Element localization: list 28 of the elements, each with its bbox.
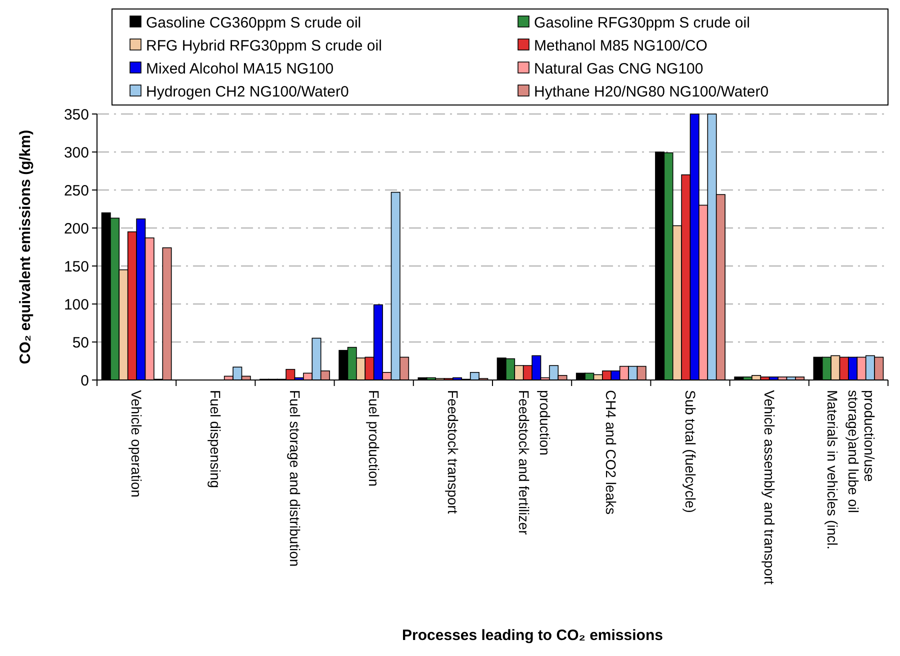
y-tick-label: 250 — [64, 182, 89, 200]
x-tick-label: Fuel production — [366, 390, 382, 487]
legend-label: Methanol M85 NG100/CO — [534, 37, 708, 54]
x-tick-label: Feedstock and fertilizer production — [516, 390, 554, 536]
legend-label: RFG Hybrid RFG30ppm S crude oil — [146, 37, 382, 54]
x-axis-title: Processes leading to CO₂ emissions — [402, 627, 663, 644]
legend-label: Hythane H20/NG80 NG100/Water0 — [534, 83, 769, 100]
x-tick-label: CH4 and CO2 leaks — [603, 390, 620, 515]
y-tick-label: 300 — [64, 144, 89, 162]
x-tick-label: Feedstock transport — [445, 390, 462, 514]
legend-label: Mixed Alcohol MA15 NG100 — [146, 60, 334, 78]
y-tick-label: 0 — [80, 372, 89, 390]
x-tick-label: Vehicle assembly and transport — [761, 390, 778, 585]
y-tick-label: 350 — [64, 106, 89, 124]
legend-label: Natural Gas CNG NG100 — [534, 60, 704, 78]
y-tick-label: 100 — [64, 296, 89, 314]
y-tick-label: 150 — [64, 258, 89, 276]
y-tick-label: 50 — [72, 334, 89, 352]
x-tick-label: Materials in vehicles (incl. storage)and lube oil production/use — [824, 390, 878, 550]
x-tick-label: Vehicle operation — [128, 390, 145, 498]
legend-label: Gasoline RFG30ppm S crude oil — [534, 14, 750, 32]
x-tick-label: Sub total (fuelcycle) — [682, 390, 698, 513]
legend-label: Gasoline CG360ppm S crude oil — [146, 14, 362, 32]
x-tick-label: Fuel dispensing — [208, 390, 224, 488]
legend-label: Hydrogen CH2 NG100/Water0 — [146, 83, 349, 100]
x-tick-label: Fuel storage and distribution — [286, 390, 303, 567]
y-axis-title: CO₂ equivalent emissions (g/km) — [17, 130, 34, 364]
y-tick-label: 200 — [64, 220, 89, 238]
